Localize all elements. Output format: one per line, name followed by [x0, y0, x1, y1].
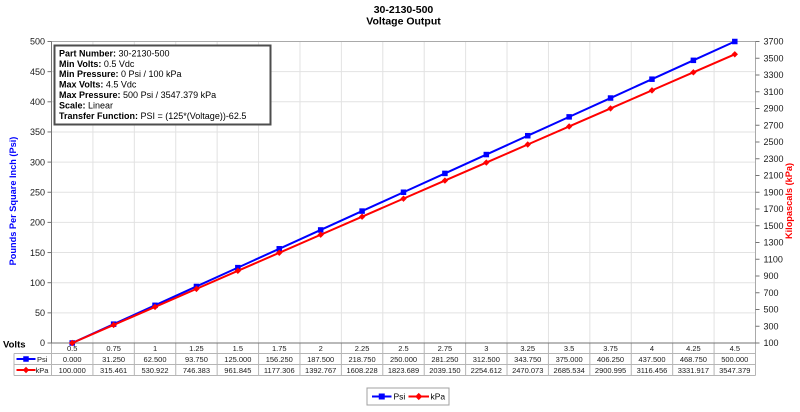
svg-text:1100: 1100 [764, 254, 783, 264]
svg-text:156.250: 156.250 [266, 355, 293, 364]
svg-text:100: 100 [30, 278, 45, 288]
svg-text:1608.228: 1608.228 [346, 366, 377, 375]
svg-text:3500: 3500 [764, 53, 784, 63]
svg-text:468.750: 468.750 [680, 355, 707, 364]
svg-text:3116.456: 3116.456 [637, 366, 668, 375]
svg-text:0.75: 0.75 [106, 344, 121, 353]
svg-text:437.500: 437.500 [638, 355, 665, 364]
svg-text:4.25: 4.25 [686, 344, 701, 353]
svg-text:400: 400 [30, 97, 45, 107]
svg-text:500: 500 [30, 37, 45, 47]
svg-text:Psi: Psi [37, 355, 48, 364]
svg-text:1700: 1700 [764, 204, 784, 214]
svg-text:1.75: 1.75 [272, 344, 287, 353]
svg-text:Voltage Output: Voltage Output [366, 16, 441, 28]
svg-text:315.461: 315.461 [100, 366, 127, 375]
svg-text:2300: 2300 [764, 154, 784, 164]
svg-text:961.845: 961.845 [224, 366, 251, 375]
svg-text:Max Pressure: 500 Psi / 3547.3: Max Pressure: 500 Psi / 3547.379 kPa [59, 90, 216, 100]
svg-text:125.000: 125.000 [224, 355, 251, 364]
svg-text:1177.306: 1177.306 [264, 366, 295, 375]
svg-text:3.25: 3.25 [520, 344, 535, 353]
svg-text:3700: 3700 [764, 37, 784, 47]
svg-text:2900: 2900 [764, 104, 784, 114]
svg-text:3: 3 [484, 344, 488, 353]
svg-text:100: 100 [764, 338, 779, 348]
svg-text:kPa: kPa [431, 392, 446, 402]
svg-text:1500: 1500 [764, 221, 784, 231]
svg-text:1: 1 [153, 344, 157, 353]
svg-text:Transfer Function: PSI = (125*: Transfer Function: PSI = (125*(Voltage))… [59, 111, 246, 121]
svg-text:31.250: 31.250 [102, 355, 125, 364]
svg-text:1392.767: 1392.767 [305, 366, 336, 375]
svg-text:200: 200 [30, 218, 45, 228]
svg-text:1900: 1900 [764, 187, 784, 197]
svg-text:187.500: 187.500 [307, 355, 334, 364]
svg-text:93.750: 93.750 [185, 355, 208, 364]
svg-text:1.25: 1.25 [189, 344, 204, 353]
svg-text:406.250: 406.250 [597, 355, 624, 364]
svg-text:Part Number: 30-2130-500: Part Number: 30-2130-500 [59, 48, 170, 58]
svg-text:2254.612: 2254.612 [471, 366, 502, 375]
svg-text:Min Volts: 0.5 Vdc: Min Volts: 0.5 Vdc [59, 59, 135, 69]
svg-text:Pounds Per Square Inch (Psi): Pounds Per Square Inch (Psi) [8, 137, 18, 266]
svg-text:2470.073: 2470.073 [512, 366, 543, 375]
svg-text:250: 250 [30, 187, 45, 197]
svg-text:Min Pressure: 0 Psi / 100 kPa: Min Pressure: 0 Psi / 100 kPa [59, 69, 182, 79]
svg-text:Max Volts: 4.5 Vdc: Max Volts: 4.5 Vdc [59, 80, 137, 90]
svg-text:343.750: 343.750 [514, 355, 541, 364]
svg-text:2: 2 [319, 344, 323, 353]
svg-text:0: 0 [40, 338, 45, 348]
svg-text:2500: 2500 [764, 137, 784, 147]
svg-text:3547.379: 3547.379 [719, 366, 750, 375]
svg-text:3.75: 3.75 [603, 344, 618, 353]
svg-text:1.5: 1.5 [233, 344, 243, 353]
svg-text:300: 300 [30, 157, 45, 167]
svg-text:2.25: 2.25 [355, 344, 370, 353]
svg-text:2900.995: 2900.995 [595, 366, 626, 375]
svg-text:4.5: 4.5 [730, 344, 740, 353]
svg-text:500: 500 [764, 305, 779, 315]
svg-text:50: 50 [35, 308, 45, 318]
svg-text:500.000: 500.000 [721, 355, 748, 364]
svg-text:30-2130-500: 30-2130-500 [374, 4, 434, 16]
svg-text:1300: 1300 [764, 238, 784, 248]
svg-text:2.5: 2.5 [398, 344, 408, 353]
svg-text:Scale: Linear: Scale: Linear [59, 101, 113, 111]
svg-text:3100: 3100 [764, 87, 784, 97]
svg-text:62.500: 62.500 [144, 355, 167, 364]
svg-text:700: 700 [764, 288, 779, 298]
svg-text:350: 350 [30, 127, 45, 137]
svg-text:0.000: 0.000 [63, 355, 82, 364]
svg-text:3300: 3300 [764, 70, 784, 80]
svg-text:2039.150: 2039.150 [429, 366, 460, 375]
svg-text:312.500: 312.500 [473, 355, 500, 364]
svg-text:4: 4 [650, 344, 654, 353]
svg-text:150: 150 [30, 248, 45, 258]
svg-text:2100: 2100 [764, 171, 784, 181]
svg-text:281.250: 281.250 [431, 355, 458, 364]
svg-text:0.5: 0.5 [67, 344, 77, 353]
svg-text:300: 300 [764, 321, 779, 331]
svg-text:746.383: 746.383 [183, 366, 210, 375]
svg-text:2685.534: 2685.534 [554, 366, 585, 375]
svg-text:375.000: 375.000 [556, 355, 583, 364]
svg-text:Kilopascals (kPa): Kilopascals (kPa) [784, 163, 794, 239]
svg-text:3.5: 3.5 [564, 344, 574, 353]
svg-text:2700: 2700 [764, 120, 784, 130]
svg-text:Volts: Volts [3, 340, 26, 351]
svg-text:900: 900 [764, 271, 779, 281]
svg-text:530.922: 530.922 [141, 366, 168, 375]
svg-text:250.000: 250.000 [390, 355, 417, 364]
svg-text:1823.689: 1823.689 [388, 366, 419, 375]
svg-text:218.750: 218.750 [349, 355, 376, 364]
svg-text:3331.917: 3331.917 [678, 366, 709, 375]
svg-text:450: 450 [30, 67, 45, 77]
svg-text:2.75: 2.75 [438, 344, 453, 353]
svg-text:Psi: Psi [394, 392, 406, 402]
svg-text:kPa: kPa [36, 366, 50, 375]
svg-text:100.000: 100.000 [59, 366, 86, 375]
